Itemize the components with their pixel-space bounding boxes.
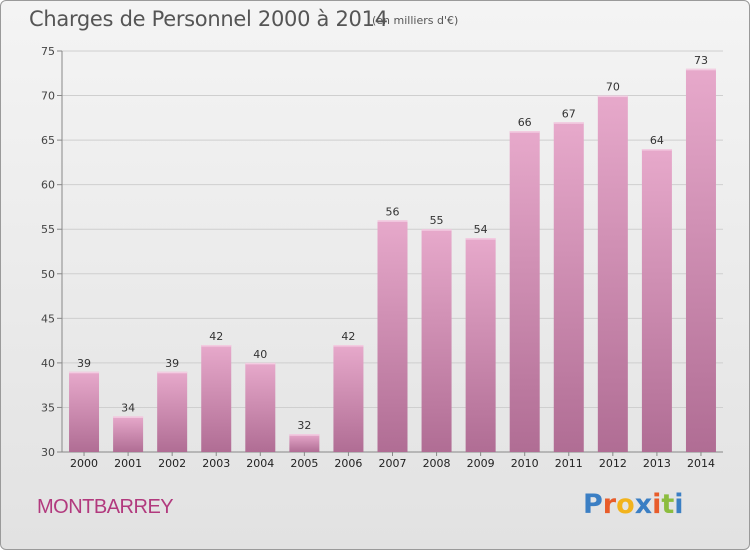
y-tick-label: 40 (41, 357, 55, 370)
x-tick-label: 2013 (643, 457, 671, 470)
data-label: 70 (606, 81, 620, 94)
x-tick-label: 2012 (599, 457, 627, 470)
bar (685, 68, 716, 453)
data-label: 64 (650, 134, 664, 147)
bar-highlight (157, 371, 188, 374)
data-label: 40 (253, 348, 267, 361)
bar-highlight (113, 416, 144, 418)
data-label: 66 (518, 116, 532, 129)
y-axis-ticks: 30 35 40 45 50 55 60 65 70 75 (41, 45, 55, 459)
bar-highlight (69, 371, 100, 374)
data-label: 55 (430, 214, 444, 227)
x-tick-label: 2006 (334, 457, 362, 470)
bar-highlight (597, 95, 628, 98)
y-tick-label: 60 (41, 179, 55, 192)
x-tick-label: 2000 (70, 457, 98, 470)
data-label: 42 (209, 330, 223, 343)
bar (201, 345, 232, 452)
x-tick-label: 2010 (511, 457, 539, 470)
bar (641, 149, 672, 452)
data-label: 42 (341, 330, 355, 343)
bar (377, 220, 408, 452)
logo-letter: r (602, 489, 617, 520)
bar-highlight (201, 345, 232, 347)
x-tick-label: 2007 (379, 457, 407, 470)
bar-highlight (509, 131, 540, 133)
bar-highlight (421, 229, 452, 231)
bar-highlight (289, 434, 320, 436)
y-tick-label: 30 (41, 446, 55, 459)
bar (157, 371, 188, 452)
y-tick-label: 45 (41, 312, 55, 325)
bar-highlight (685, 68, 716, 71)
x-tick-label: 2002 (158, 457, 186, 470)
x-tick-label: 2008 (423, 457, 451, 470)
data-label: 73 (694, 54, 708, 67)
bar (69, 371, 100, 452)
bar (509, 131, 540, 452)
bar (113, 416, 144, 452)
chart-subtitle: (en milliers d'€) (372, 14, 459, 27)
bar (421, 229, 452, 452)
data-label: 34 (121, 401, 135, 414)
data-label: 39 (165, 357, 179, 370)
logo-letter: i (674, 489, 684, 520)
x-tick-label: 2004 (246, 457, 274, 470)
bar-highlight (553, 122, 584, 124)
bar-highlight (641, 149, 672, 151)
proxiti-logo[interactable]: Proxiti (583, 489, 684, 520)
data-labels: 39 34 39 42 40 32 42 56 55 54 66 67 70 64 73 (77, 54, 708, 432)
bars (69, 68, 716, 453)
x-tick-label: 2003 (202, 457, 230, 470)
logo-letter: t (661, 489, 675, 520)
bar (245, 362, 276, 452)
logo-letter: i (652, 489, 662, 520)
bar (553, 122, 584, 453)
logo-letter: P (583, 489, 603, 520)
bar (465, 238, 496, 452)
bar-highlight (333, 345, 364, 347)
y-tick-label: 65 (41, 134, 55, 147)
bar (289, 434, 320, 452)
x-tick-label: 2001 (114, 457, 142, 470)
y-tick-label: 50 (41, 268, 55, 281)
y-tick-label: 75 (41, 45, 55, 58)
x-tick-label: 2005 (290, 457, 318, 470)
logo-letter: x (634, 489, 653, 520)
data-label: 67 (562, 107, 576, 120)
y-tick-label: 70 (41, 90, 55, 103)
x-axis-ticks: 2000 2001 2002 2003 2004 2005 2006 2007 2008 2009… (70, 457, 715, 470)
data-label: 32 (297, 419, 311, 432)
data-label: 56 (386, 205, 400, 218)
bar (597, 95, 628, 453)
town-name: MONTBARREY (37, 496, 174, 518)
y-tick-label: 55 (41, 223, 55, 236)
data-label: 54 (474, 223, 488, 236)
bar-highlight (465, 238, 496, 240)
x-tick-label: 2011 (555, 457, 583, 470)
x-tick-label: 2014 (687, 457, 715, 470)
bar-highlight (377, 220, 408, 222)
logo-letter: o (616, 489, 635, 520)
chart-title: Charges de Personnel 2000 à 2014 (29, 7, 388, 31)
x-tick-label: 2009 (467, 457, 495, 470)
y-tick-label: 35 (41, 401, 55, 414)
bar-highlight (245, 362, 276, 365)
bar (333, 345, 364, 452)
data-label: 39 (77, 357, 91, 370)
